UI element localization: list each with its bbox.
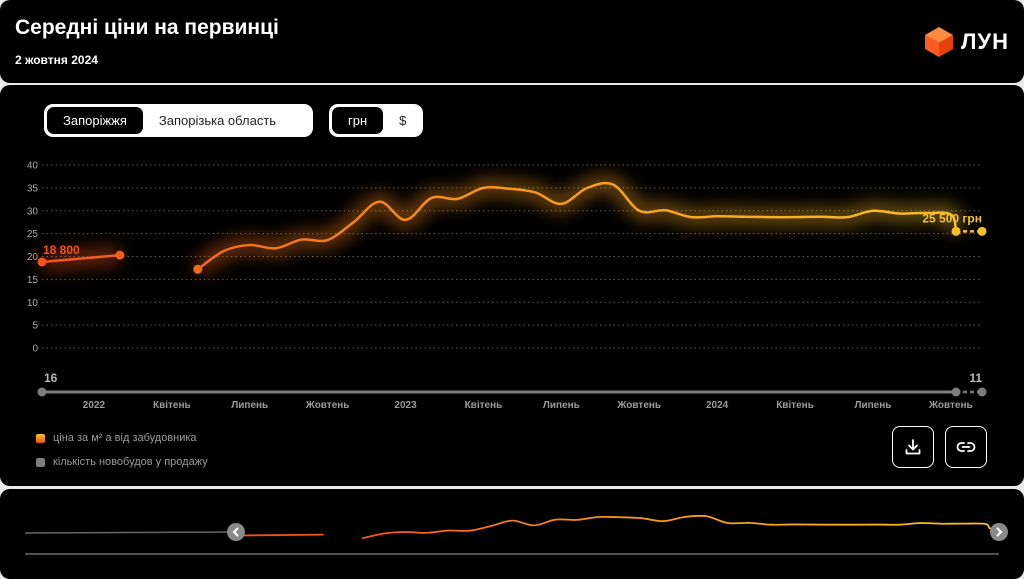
- x-tick-label: 2023: [394, 400, 417, 411]
- legend-swatch-count: [36, 457, 45, 467]
- range-navigator-panel: [0, 489, 1024, 579]
- x-tick-label: Жовтень: [305, 400, 350, 411]
- page-date: 2 жовтня 2024: [15, 53, 98, 67]
- price-point[interactable]: [37, 257, 47, 267]
- range-handle-left[interactable]: [227, 523, 245, 541]
- y-tick-label: 30: [27, 206, 39, 217]
- x-tick-label: Жовтень: [928, 400, 973, 411]
- header-panel: Середні ціни на первинці 2 жовтня 2024 Л…: [0, 0, 1024, 83]
- y-tick-label: 20: [27, 252, 39, 263]
- count-first-label: 16: [44, 371, 58, 385]
- legend-item-price: ціна за м² а від забудовника: [36, 432, 197, 444]
- y-tick-label: 0: [32, 344, 38, 355]
- count-point[interactable]: [37, 387, 47, 397]
- link-icon: [956, 442, 976, 452]
- price-point[interactable]: [193, 264, 203, 274]
- x-tick-label: Квітень: [465, 400, 503, 411]
- lun-logo[interactable]: ЛУН: [924, 26, 1009, 58]
- chevron-right-icon: [996, 527, 1003, 537]
- price-point[interactable]: [977, 226, 987, 236]
- y-tick-label: 35: [27, 183, 39, 194]
- download-icon: [905, 439, 921, 455]
- cube-logo-icon: [924, 27, 953, 57]
- price-chart: 0 5 10 15 20 25 30 35 40 16 11 2022 Квітень Липень Ж…: [27, 161, 987, 411]
- count-point[interactable]: [977, 387, 987, 397]
- x-tick-label: Липень: [543, 400, 580, 411]
- count-point[interactable]: [951, 387, 961, 397]
- range-navigator[interactable]: [0, 489, 1024, 579]
- page-title: Середні ціни на первинці: [15, 16, 279, 39]
- logo-text: ЛУН: [960, 29, 1009, 54]
- y-tick-label: 15: [27, 275, 39, 286]
- price-point[interactable]: [115, 250, 125, 260]
- count-last-label: 11: [969, 371, 982, 385]
- legend-item-count: кількість новобудов у продажу: [36, 456, 208, 468]
- y-tick-label: 10: [27, 298, 39, 309]
- navigator-out-of-range-line: [24, 531, 237, 534]
- x-tick-label: Липень: [854, 400, 891, 411]
- y-tick-label: 5: [32, 321, 38, 332]
- x-tick-label: 2024: [706, 400, 729, 411]
- region-option-zaporizhzhia[interactable]: Запоріжжя: [47, 107, 143, 134]
- download-button[interactable]: [892, 426, 934, 468]
- chevron-left-icon: [232, 527, 239, 537]
- price-line: [197, 181, 958, 271]
- currency-option-uah[interactable]: грн: [332, 107, 384, 134]
- region-option-oblast[interactable]: Запорізька область: [158, 113, 277, 128]
- chart-panel: Запоріжжя Запорізька область грн $ 0 5 10 1…: [0, 85, 1024, 486]
- navigator-price-line: [235, 533, 324, 537]
- x-tick-label: Жовтень: [616, 400, 661, 411]
- price-last-label: 25 500 грн: [922, 211, 982, 225]
- legend-label-count: кількість новобудов у продажу: [53, 456, 208, 468]
- y-tick-label: 40: [27, 161, 39, 172]
- legend-label-price: ціна за м² а від забудовника: [53, 432, 197, 444]
- currency-option-usd[interactable]: $: [399, 113, 407, 128]
- x-tick-label: 2022: [83, 400, 106, 411]
- x-tick-label: Квітень: [776, 400, 814, 411]
- price-first-label: 18 800: [43, 243, 80, 257]
- range-handle-right[interactable]: [990, 523, 1008, 541]
- region-toggle: Запоріжжя Запорізька область: [44, 104, 313, 137]
- navigator-price-line: [361, 514, 1000, 540]
- copy-link-button[interactable]: [945, 426, 987, 468]
- x-tick-label: Липень: [231, 400, 268, 411]
- y-tick-label: 25: [27, 229, 39, 240]
- x-tick-label: Квітень: [153, 400, 191, 411]
- currency-toggle: грн $: [329, 104, 423, 137]
- price-line: [41, 253, 121, 264]
- legend-swatch-price: [36, 433, 45, 443]
